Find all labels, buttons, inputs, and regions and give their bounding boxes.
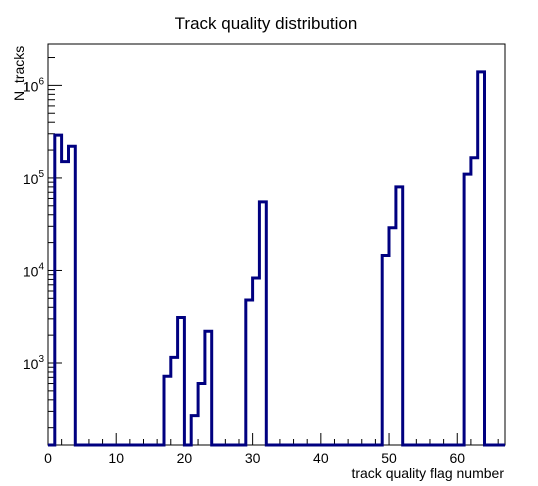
y-tick-label: 106: [23, 76, 45, 94]
chart-title: Track quality distribution: [175, 14, 358, 33]
y-tick-label: 103: [23, 354, 45, 372]
x-axis: 0 10 20 30 40 50 60: [44, 433, 499, 466]
x-axis-title: track quality flag number: [351, 465, 504, 481]
histogram-series-line: [48, 70, 505, 447]
x-tick-label: 30: [245, 450, 261, 466]
x-tick-label: 10: [108, 450, 124, 466]
x-tick-label: 0: [44, 450, 52, 466]
y-tick-label: 104: [23, 261, 45, 279]
x-tick-label: 60: [449, 450, 465, 466]
y-tick-label: 105: [23, 169, 45, 187]
x-tick-label: 20: [177, 450, 193, 466]
y-axis-title: N_tracks: [11, 46, 27, 101]
x-tick-label: 50: [381, 450, 397, 466]
x-tick-label: 40: [313, 450, 329, 466]
